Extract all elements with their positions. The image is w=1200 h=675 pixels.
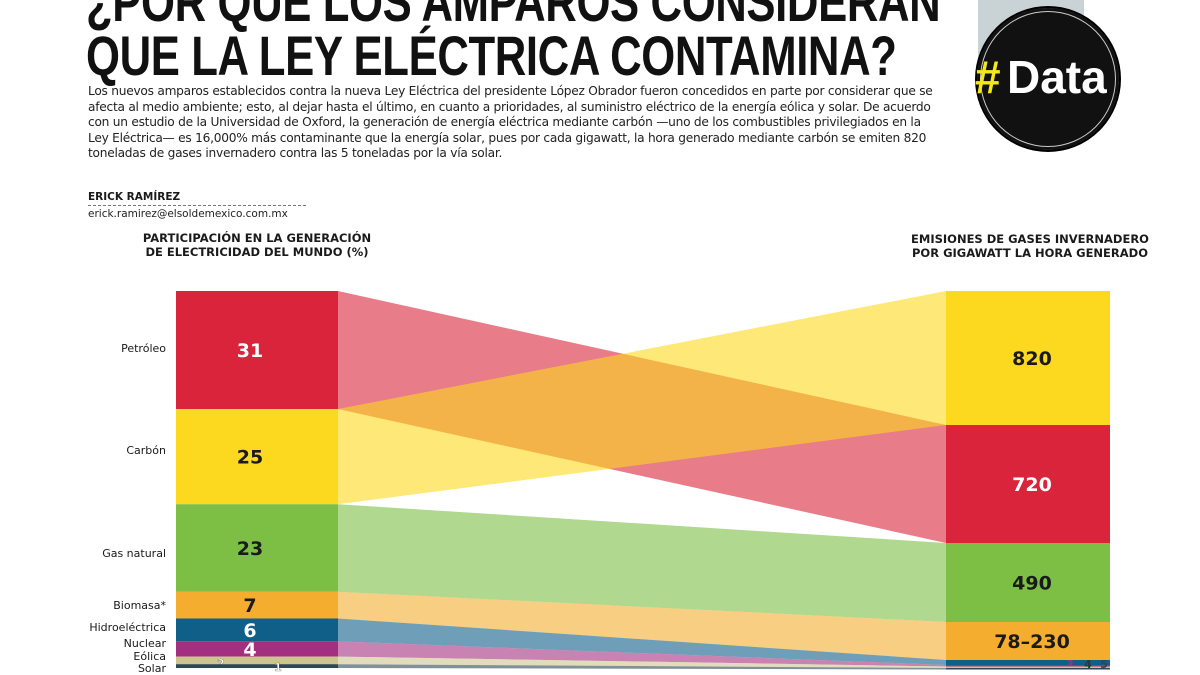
category-label-nuclear: Nuclear: [123, 637, 166, 650]
right-bar-hidroelectrica: [946, 660, 1110, 665]
left-value-hidroelectrica: 6: [243, 620, 256, 642]
right-bar-solar: [946, 668, 1110, 670]
category-label-petroleo: Petróleo: [121, 342, 166, 355]
left-value-nuclear: 4: [243, 639, 256, 661]
right-value-nuclear: 3: [1066, 658, 1074, 671]
author-divider: [88, 205, 306, 206]
left-value-gasnatural: 23: [237, 538, 263, 560]
category-label-biomasa: Biomasa*: [113, 599, 166, 612]
right-bar-gasnatural: [946, 543, 1110, 622]
author-email: erick.ramirez@elsoldemexico.com.mx: [88, 208, 288, 220]
right-column-title: EMISIONES DE GASES INVERNADERO POR GIGAW…: [911, 232, 1149, 260]
category-label-solar: Solar: [137, 662, 166, 675]
data-logo-badge: # Data: [975, 6, 1121, 152]
right-value-solar: 5: [1100, 658, 1108, 671]
left-bar-eolica: [176, 656, 338, 665]
left-value-carbon: 25: [237, 447, 263, 469]
left-value-eolica: 2: [217, 657, 225, 670]
left-value-solar: 1: [274, 661, 282, 674]
right-value-gasnatural: 490: [1012, 573, 1052, 595]
right-value-petroleo: 720: [1012, 474, 1052, 496]
left-column-title: PARTICIPACIÓN EN LA GENERACIÓN DE ELECTR…: [142, 231, 372, 259]
left-value-petroleo: 31: [237, 340, 263, 362]
author-name: ERICK RAMÍREZ: [88, 191, 181, 203]
ribbon-carbon: [338, 291, 946, 505]
left-bar-solar: [176, 664, 338, 668]
left-bar-nuclear: [176, 641, 338, 657]
hash-icon: #: [975, 51, 1001, 103]
right-bar-eolica: [946, 666, 1110, 668]
right-value-biomasa: 78–230: [994, 631, 1070, 653]
right-bar-petroleo: [946, 425, 1110, 543]
ribbon-hidroelectrica: [338, 618, 946, 665]
left-bar-carbon: [176, 409, 338, 505]
left-bar-biomasa: [176, 591, 338, 619]
right-bar-biomasa: [946, 622, 1110, 660]
left-bar-gasnatural: [176, 504, 338, 592]
title-line-1: ¿POR QUÉ LOS AMPAROS CONSIDERAN: [86, 0, 941, 33]
left-value-biomasa: 7: [243, 595, 256, 617]
category-label-eolica: Eólica: [133, 650, 166, 663]
badge-word: Data: [1007, 51, 1107, 103]
left-bar-petroleo: [176, 291, 338, 410]
right-value-eolica: 4: [1084, 658, 1092, 671]
ribbon-gasnatural: [338, 504, 946, 622]
category-label-carbon: Carbón: [126, 444, 166, 457]
title-line-2: QUE LA LEY ELÉCTRICA CONTAMINA?: [86, 24, 897, 87]
ribbon-biomasa: [338, 591, 946, 660]
right-value-carbon: 820: [1012, 348, 1052, 370]
right-bar-carbon: [946, 291, 1110, 425]
category-label-gasnatural: Gas natural: [102, 547, 166, 560]
ribbon-nuclear: [338, 641, 946, 667]
left-bar-hidroelectrica: [176, 618, 338, 642]
right-bar-nuclear: [946, 665, 1110, 667]
category-label-hidroelectrica: Hidroeléctrica: [89, 621, 166, 634]
lede-paragraph: Los nuevos amparos establecidos contra l…: [88, 84, 933, 161]
ribbon-solar: [338, 664, 946, 670]
